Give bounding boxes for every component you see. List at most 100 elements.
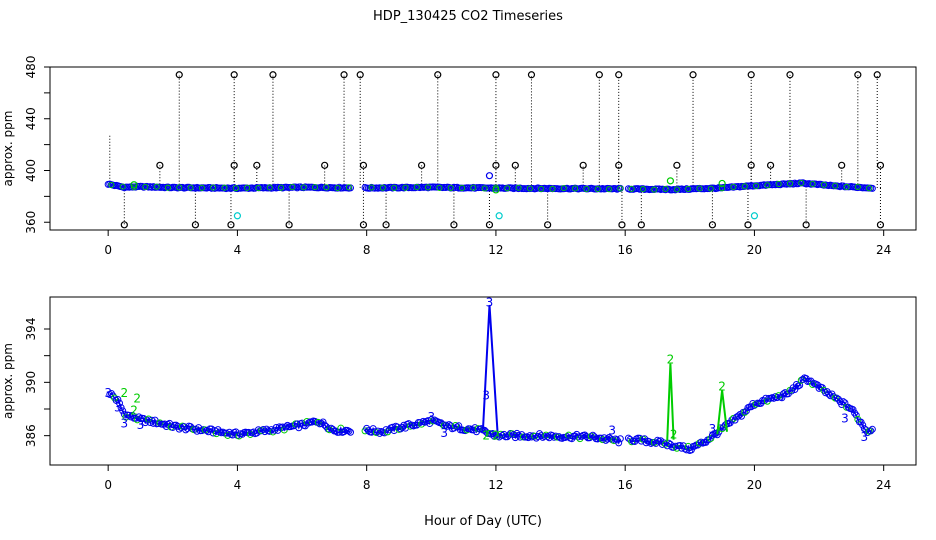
co2-point bbox=[778, 394, 786, 402]
co2-point-alt bbox=[311, 184, 319, 191]
y-axis-title: approx. ppm bbox=[1, 343, 15, 419]
green-point bbox=[666, 177, 675, 185]
co2-point bbox=[452, 421, 460, 429]
x-tick-label: 20 bbox=[747, 243, 762, 257]
co2-point-alt bbox=[809, 180, 816, 187]
co2-point-alt bbox=[164, 184, 171, 191]
co2-point-alt bbox=[277, 184, 285, 191]
co2-point-alt bbox=[549, 185, 556, 192]
co2-point bbox=[671, 442, 679, 450]
co2-point-alt bbox=[108, 181, 115, 188]
co2-point-alt bbox=[741, 183, 748, 190]
co2-point-alt bbox=[696, 185, 703, 192]
co2-point bbox=[156, 419, 164, 427]
co2-point bbox=[293, 420, 301, 428]
outlier-low-point bbox=[450, 221, 458, 229]
co2-point-alt bbox=[447, 184, 454, 191]
outlier-low-point bbox=[191, 221, 200, 229]
co2-point bbox=[809, 381, 817, 389]
co2-point bbox=[193, 427, 201, 435]
x-tick-label: 4 bbox=[234, 243, 242, 257]
outlier-high-point bbox=[873, 71, 881, 79]
outlier-mid-point bbox=[321, 161, 329, 169]
series-marker-label: 2 bbox=[718, 379, 726, 393]
co2-point bbox=[254, 426, 262, 434]
co2-point-alt bbox=[560, 185, 567, 192]
co2-point bbox=[145, 415, 153, 423]
outlier-mid-point bbox=[230, 161, 238, 169]
co2-point bbox=[398, 423, 406, 431]
outlier-mid-point bbox=[156, 161, 164, 169]
x-tick-label: 24 bbox=[876, 478, 891, 492]
co2-point-alt bbox=[707, 185, 714, 192]
outlier-low-point bbox=[227, 221, 235, 229]
series-marker-label: 3 bbox=[427, 410, 435, 424]
outlier-high-point bbox=[747, 71, 755, 79]
co2-point bbox=[683, 446, 691, 454]
co2-point-alt bbox=[798, 179, 805, 186]
outlier-mid-point bbox=[418, 161, 426, 169]
co2-point-alt bbox=[651, 186, 658, 193]
outlier-mid-point bbox=[766, 161, 775, 169]
outlier-low-point bbox=[544, 221, 552, 229]
series-marker-label: 3 bbox=[137, 418, 145, 432]
co2-point-alt bbox=[470, 184, 477, 191]
outlier-high-point bbox=[689, 71, 697, 79]
co2-point bbox=[859, 421, 867, 429]
y-axis-title: approx. ppm bbox=[1, 111, 15, 187]
outlier-mid-point bbox=[511, 161, 519, 169]
co2-point bbox=[345, 427, 353, 435]
co2-point-alt bbox=[210, 184, 217, 191]
co2-point bbox=[544, 432, 552, 440]
co2-point bbox=[822, 389, 830, 397]
outlier-low-point bbox=[359, 221, 368, 229]
outlier-mid-point bbox=[747, 161, 755, 169]
outlier-low-point bbox=[618, 221, 626, 229]
co2-point bbox=[868, 425, 876, 433]
y-tick-label: 390 bbox=[24, 371, 38, 394]
co2-point-alt bbox=[639, 186, 647, 193]
co2-point-alt bbox=[719, 185, 726, 192]
co2-point bbox=[780, 390, 788, 398]
co2-point bbox=[603, 435, 611, 443]
co2-point-alt bbox=[289, 184, 296, 191]
co2-point-alt bbox=[425, 184, 432, 191]
x-tick-label: 20 bbox=[747, 478, 762, 492]
co2-point-alt bbox=[583, 185, 590, 192]
co2-point bbox=[135, 413, 143, 421]
co2-point-alt bbox=[526, 185, 533, 192]
co2-point bbox=[647, 439, 655, 447]
co2-point-alt bbox=[854, 183, 861, 190]
co2-point bbox=[406, 422, 414, 430]
co2-point bbox=[335, 428, 343, 436]
co2-point-alt bbox=[130, 184, 138, 191]
co2-point bbox=[119, 407, 127, 415]
co2-point bbox=[849, 406, 857, 414]
co2-point-alt bbox=[764, 182, 771, 189]
outlier-high-point bbox=[175, 71, 183, 79]
series-marker-label: 3 bbox=[104, 386, 112, 400]
x-tick-label: 0 bbox=[104, 478, 112, 492]
co2-point bbox=[615, 439, 623, 447]
co2-point bbox=[670, 443, 678, 451]
outlier-mid-point bbox=[359, 161, 368, 169]
co2-point bbox=[208, 425, 216, 433]
x-tick-label: 24 bbox=[876, 243, 891, 257]
x-tick-label: 16 bbox=[618, 478, 633, 492]
co2-point-alt bbox=[232, 185, 239, 192]
outlier-high-point bbox=[434, 71, 442, 79]
co2-point-alt bbox=[481, 185, 488, 192]
outlier-low-point bbox=[802, 221, 810, 229]
outlier-low-point bbox=[744, 221, 752, 229]
outlier-low-point bbox=[876, 221, 885, 229]
series-marker-label: 3 bbox=[121, 417, 129, 431]
x-tick-label: 16 bbox=[618, 243, 633, 257]
y-tick-label: 386 bbox=[24, 424, 38, 447]
co2-point-alt bbox=[752, 182, 760, 189]
green-point bbox=[130, 181, 138, 189]
y-tick-label: 394 bbox=[24, 318, 38, 341]
series-marker-label: 3 bbox=[482, 389, 490, 403]
chart-title: HDP_130425 CO2 Timeseries bbox=[373, 9, 563, 24]
co2-point-alt bbox=[775, 180, 782, 187]
